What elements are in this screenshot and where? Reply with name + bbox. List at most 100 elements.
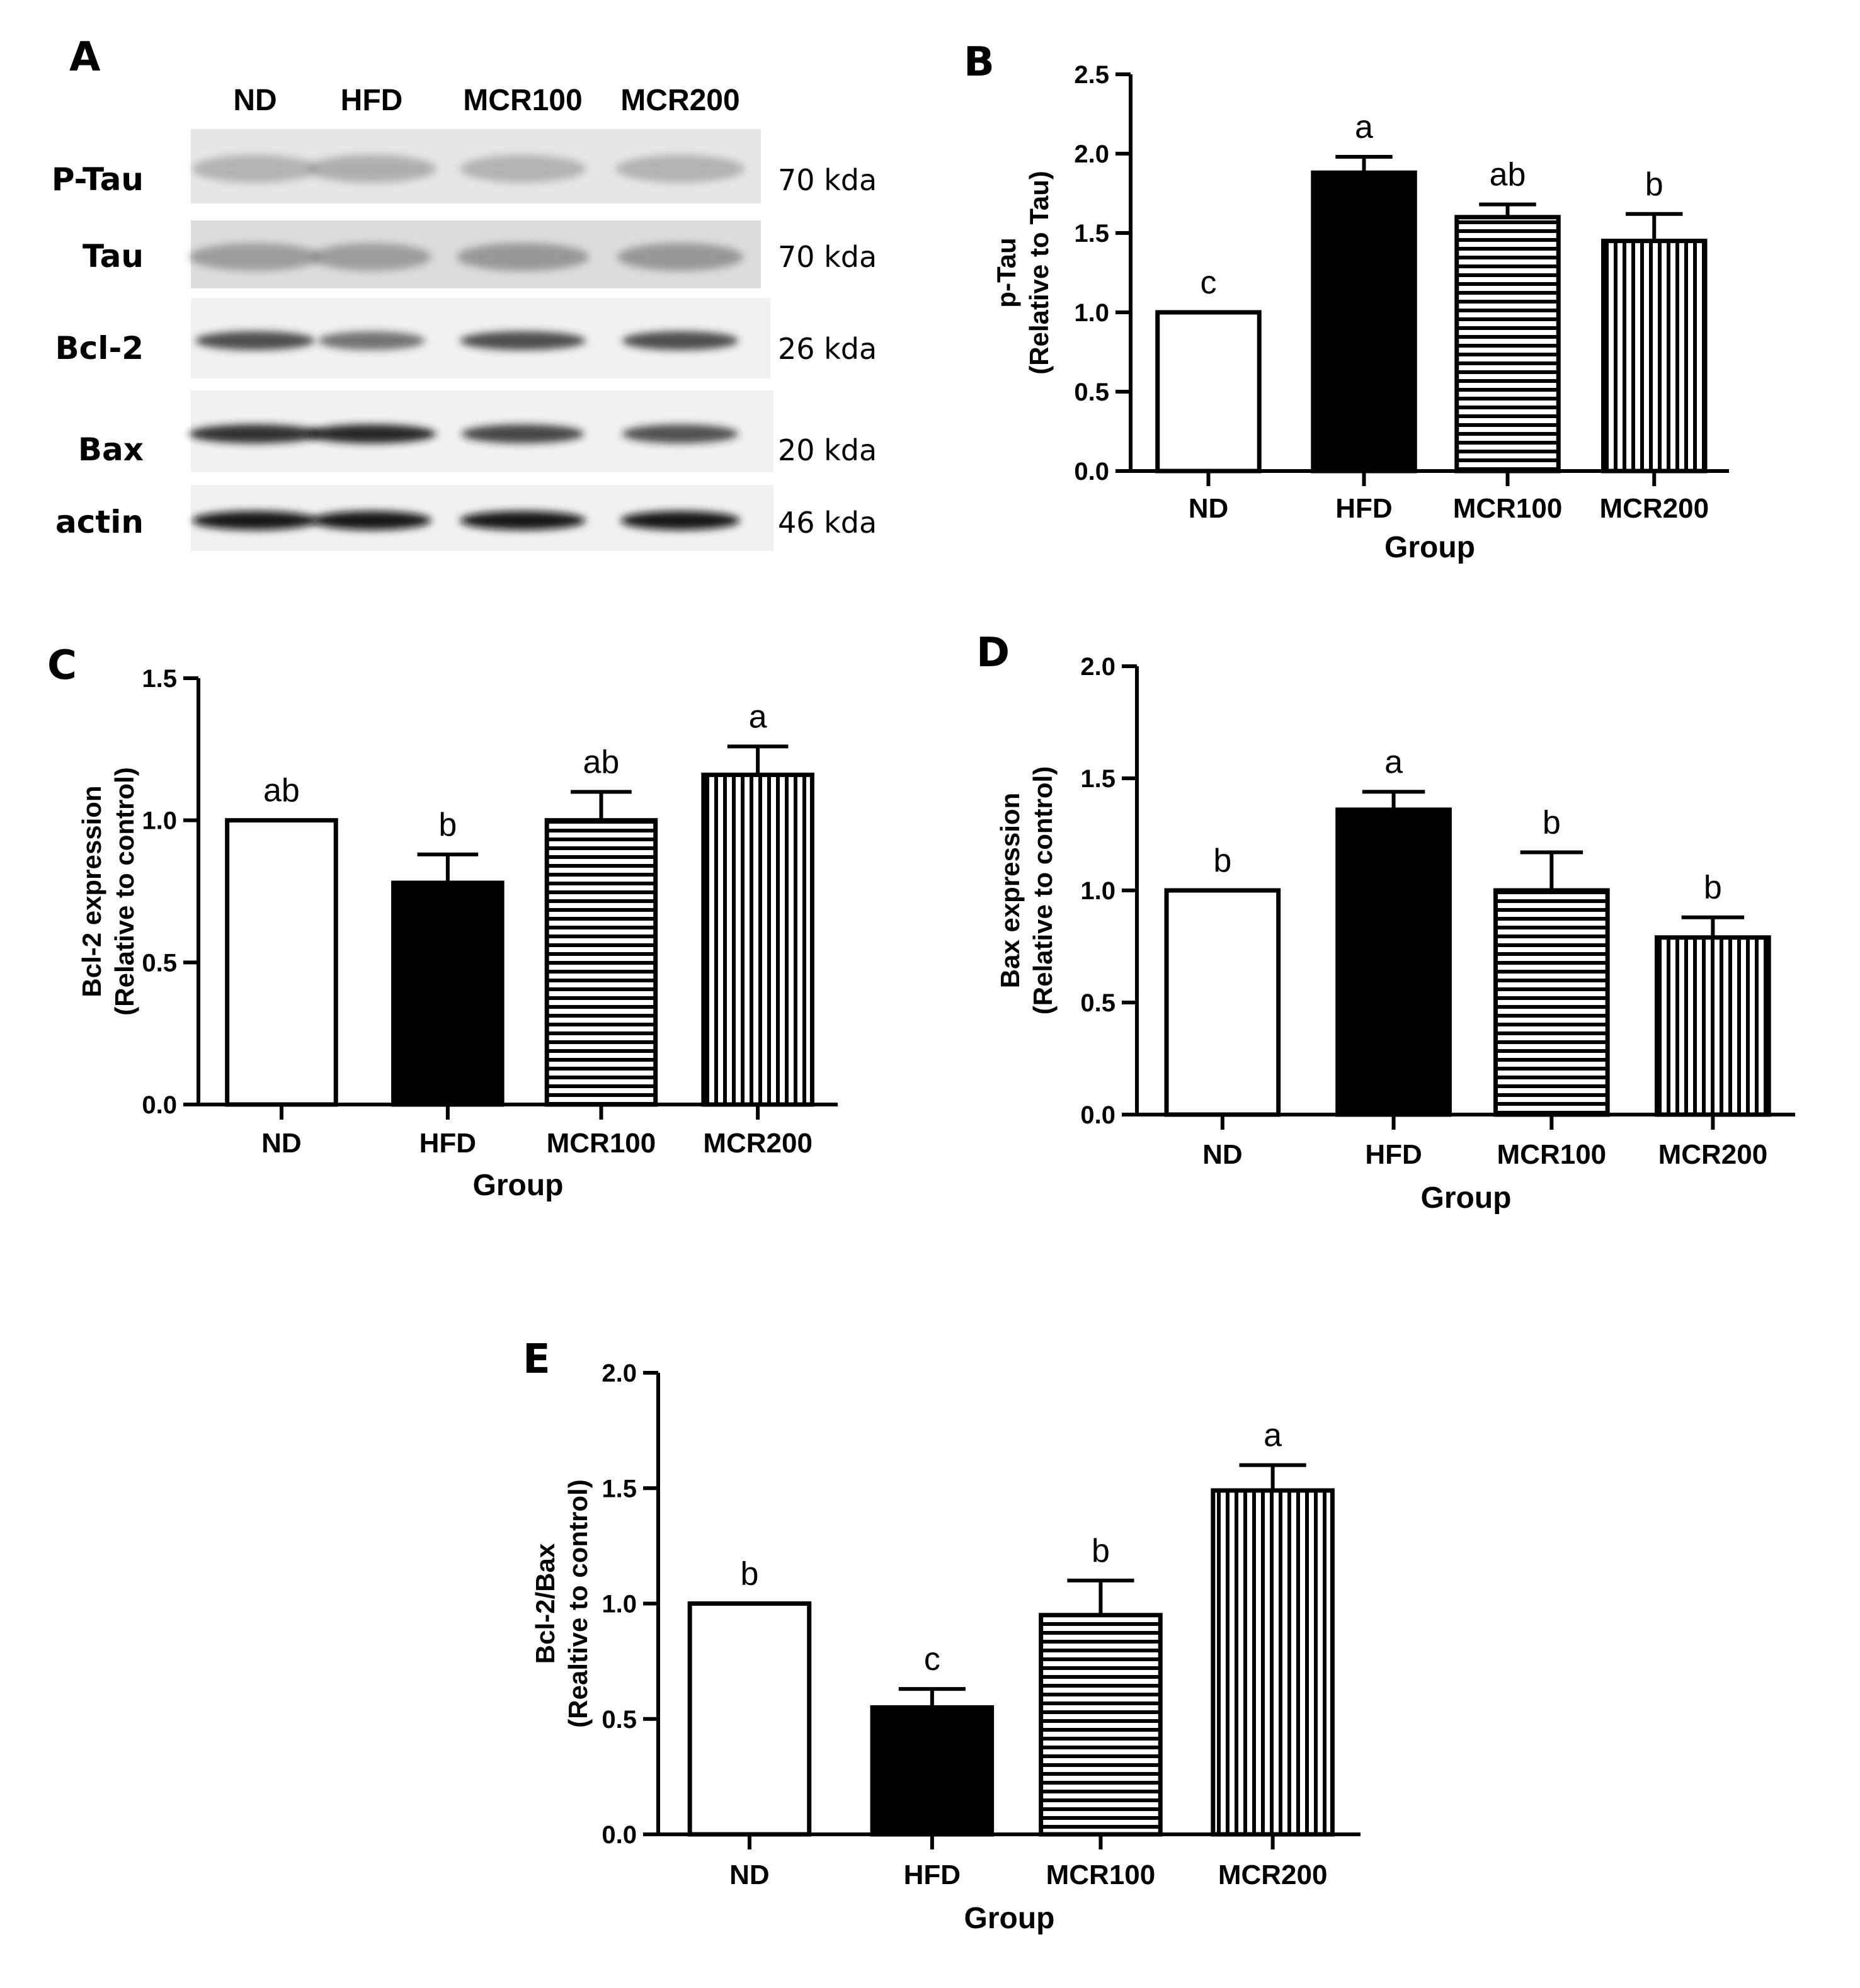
- y-tick-label: 1.5: [142, 665, 177, 693]
- y-tick-label: 0.5: [602, 1706, 637, 1734]
- blot-row-tau: Tau 70 kda: [83, 220, 877, 288]
- y-tick-label: 1.5: [1074, 220, 1109, 247]
- x-tick-label-nd: ND: [261, 1128, 302, 1159]
- blot-row-p-tau: P-Tau 70 kda: [52, 129, 877, 203]
- significance-letter-mcr200: b: [1645, 166, 1663, 203]
- y-axis-label-line: (Realtive to control): [563, 1479, 593, 1727]
- molecular-weight-label: 70 kda: [778, 240, 877, 274]
- x-tick-label-nd: ND: [1202, 1139, 1243, 1170]
- blot-band: [307, 424, 436, 443]
- blot-band: [460, 511, 586, 530]
- y-axis-label: Bcl-2/Bax (Realtive to control): [530, 1479, 593, 1727]
- blot-band: [460, 155, 586, 183]
- significance-letter-hfd: a: [1355, 109, 1373, 145]
- x-tick-label-nd: ND: [729, 1860, 770, 1890]
- blot-band: [318, 331, 425, 350]
- molecular-weight-label: 46 kda: [778, 506, 877, 540]
- bar-hfd: [870, 1705, 995, 1837]
- blot-band: [457, 243, 589, 271]
- x-tick-label-hfd: HFD: [1365, 1139, 1422, 1170]
- bar-mcr200: [1655, 935, 1771, 1117]
- blot-band: [460, 331, 586, 350]
- blot-row-actin: actin 46 kda: [55, 485, 877, 551]
- significance-letter-mcr100: b: [1543, 804, 1561, 841]
- molecular-weight-label: 26 kda: [778, 332, 877, 366]
- bar-nd: [225, 818, 338, 1107]
- blot-band: [615, 155, 745, 183]
- bar-mcr200: [701, 772, 814, 1107]
- y-tick-label: 1.0: [1074, 299, 1109, 327]
- blot-band: [622, 331, 739, 350]
- y-tick-label: 0.0: [142, 1091, 177, 1119]
- significance-letter-mcr100: ab: [583, 744, 620, 781]
- blot-band: [461, 424, 585, 443]
- y-tick-label: 0.5: [142, 949, 177, 977]
- chart-panel-e: E 0.0 0.5 1.0 1.5 2.0 b ND c HFD b MCR100 a MCR200 Gro…: [523, 1336, 1361, 1935]
- blot-label-bcl-2: Bcl-2: [55, 330, 144, 366]
- significance-letter-mcr200: a: [1264, 1417, 1282, 1454]
- x-tick-label-mcr200: MCR200: [1658, 1139, 1768, 1170]
- blot-label-p-tau: P-Tau: [52, 161, 144, 198]
- blot-band: [617, 243, 743, 271]
- x-axis-label: Group: [473, 1169, 564, 1202]
- x-tick-label-mcr200: MCR200: [703, 1128, 813, 1159]
- significance-letter-mcr200: a: [749, 698, 767, 735]
- significance-letter-hfd: b: [438, 807, 457, 843]
- significance-letter-nd: c: [1201, 264, 1217, 301]
- chart-panel-b: B 0.0 0.5 1.0 1.5 2.0 2.5 c ND a HFD ab MCR100 b MCR20…: [964, 39, 1729, 564]
- y-axis-label-line: (Relative to Tau): [1024, 171, 1054, 375]
- lane-label-hfd: HFD: [341, 84, 403, 117]
- bar-mcr200: [1601, 239, 1708, 474]
- x-tick-label-hfd: HFD: [419, 1128, 476, 1159]
- significance-letter-hfd: a: [1384, 744, 1403, 780]
- bar-nd: [687, 1601, 812, 1837]
- x-tick-label-hfd: HFD: [904, 1860, 961, 1890]
- y-axis-label: p-Tau (Relative to Tau): [991, 171, 1054, 375]
- panel-letter-c: C: [47, 642, 77, 689]
- significance-letter-nd: ab: [263, 773, 300, 809]
- bar-hfd: [391, 880, 505, 1107]
- x-tick-label-mcr100: MCR100: [1497, 1139, 1607, 1170]
- significance-letter-nd: b: [1213, 843, 1231, 879]
- y-tick-label: 0.5: [1080, 989, 1115, 1017]
- y-axis-label: Bcl-2 expression (Relative to control): [77, 767, 139, 1015]
- lane-labels: ND HFD MCR100 MCR200: [233, 84, 739, 117]
- blot-row-bax: Bax 20 kda: [78, 390, 877, 472]
- blot-band: [195, 331, 315, 350]
- x-tick-label-mcr100: MCR100: [547, 1128, 656, 1159]
- y-tick-label: 0.0: [1074, 458, 1109, 486]
- blot-band: [620, 511, 740, 530]
- y-tick-label: 1.0: [1080, 877, 1115, 905]
- blot-band: [192, 511, 318, 530]
- x-axis-label: Group: [1421, 1181, 1512, 1215]
- y-tick-label: 0.5: [1074, 378, 1109, 406]
- bar-nd: [1155, 310, 1262, 474]
- y-tick-label: 1.0: [602, 1591, 637, 1618]
- y-tick-label: 2.0: [1080, 653, 1115, 681]
- x-axis-label: Group: [964, 1902, 1055, 1935]
- y-tick-label: 1.0: [142, 807, 177, 835]
- y-tick-label: 2.0: [602, 1360, 637, 1387]
- x-tick-label-hfd: HFD: [1335, 493, 1392, 524]
- blot-label-tau: Tau: [83, 238, 144, 275]
- chart-panel-c: C 0.0 0.5 1.0 1.5 ab ND b HFD ab MCR100 a MCR200 Grou…: [47, 642, 838, 1202]
- blot-label-bax: Bax: [78, 431, 144, 468]
- blot-label-actin: actin: [55, 504, 144, 540]
- panel-letter-d: D: [976, 630, 1010, 676]
- significance-letter-nd: b: [740, 1556, 758, 1593]
- panel-letter-b: B: [964, 39, 995, 86]
- significance-letter-mcr100: b: [1092, 1533, 1110, 1569]
- panel-letter-a: A: [69, 34, 101, 81]
- blot-band: [192, 155, 318, 183]
- blot-row-bcl-2: Bcl-2 26 kda: [55, 298, 877, 378]
- x-tick-label-mcr100: MCR100: [1453, 493, 1563, 524]
- molecular-weight-label: 20 kda: [778, 433, 877, 467]
- bar-hfd: [1311, 170, 1417, 474]
- y-tick-label: 1.5: [602, 1475, 637, 1502]
- y-axis-label-line: p-Tau: [991, 237, 1021, 307]
- bar-mcr100: [1454, 215, 1561, 474]
- molecular-weight-label: 70 kda: [778, 163, 877, 197]
- blot-band: [307, 155, 436, 183]
- panel-letter-e: E: [523, 1336, 551, 1383]
- y-tick-label: 0.0: [1080, 1101, 1115, 1129]
